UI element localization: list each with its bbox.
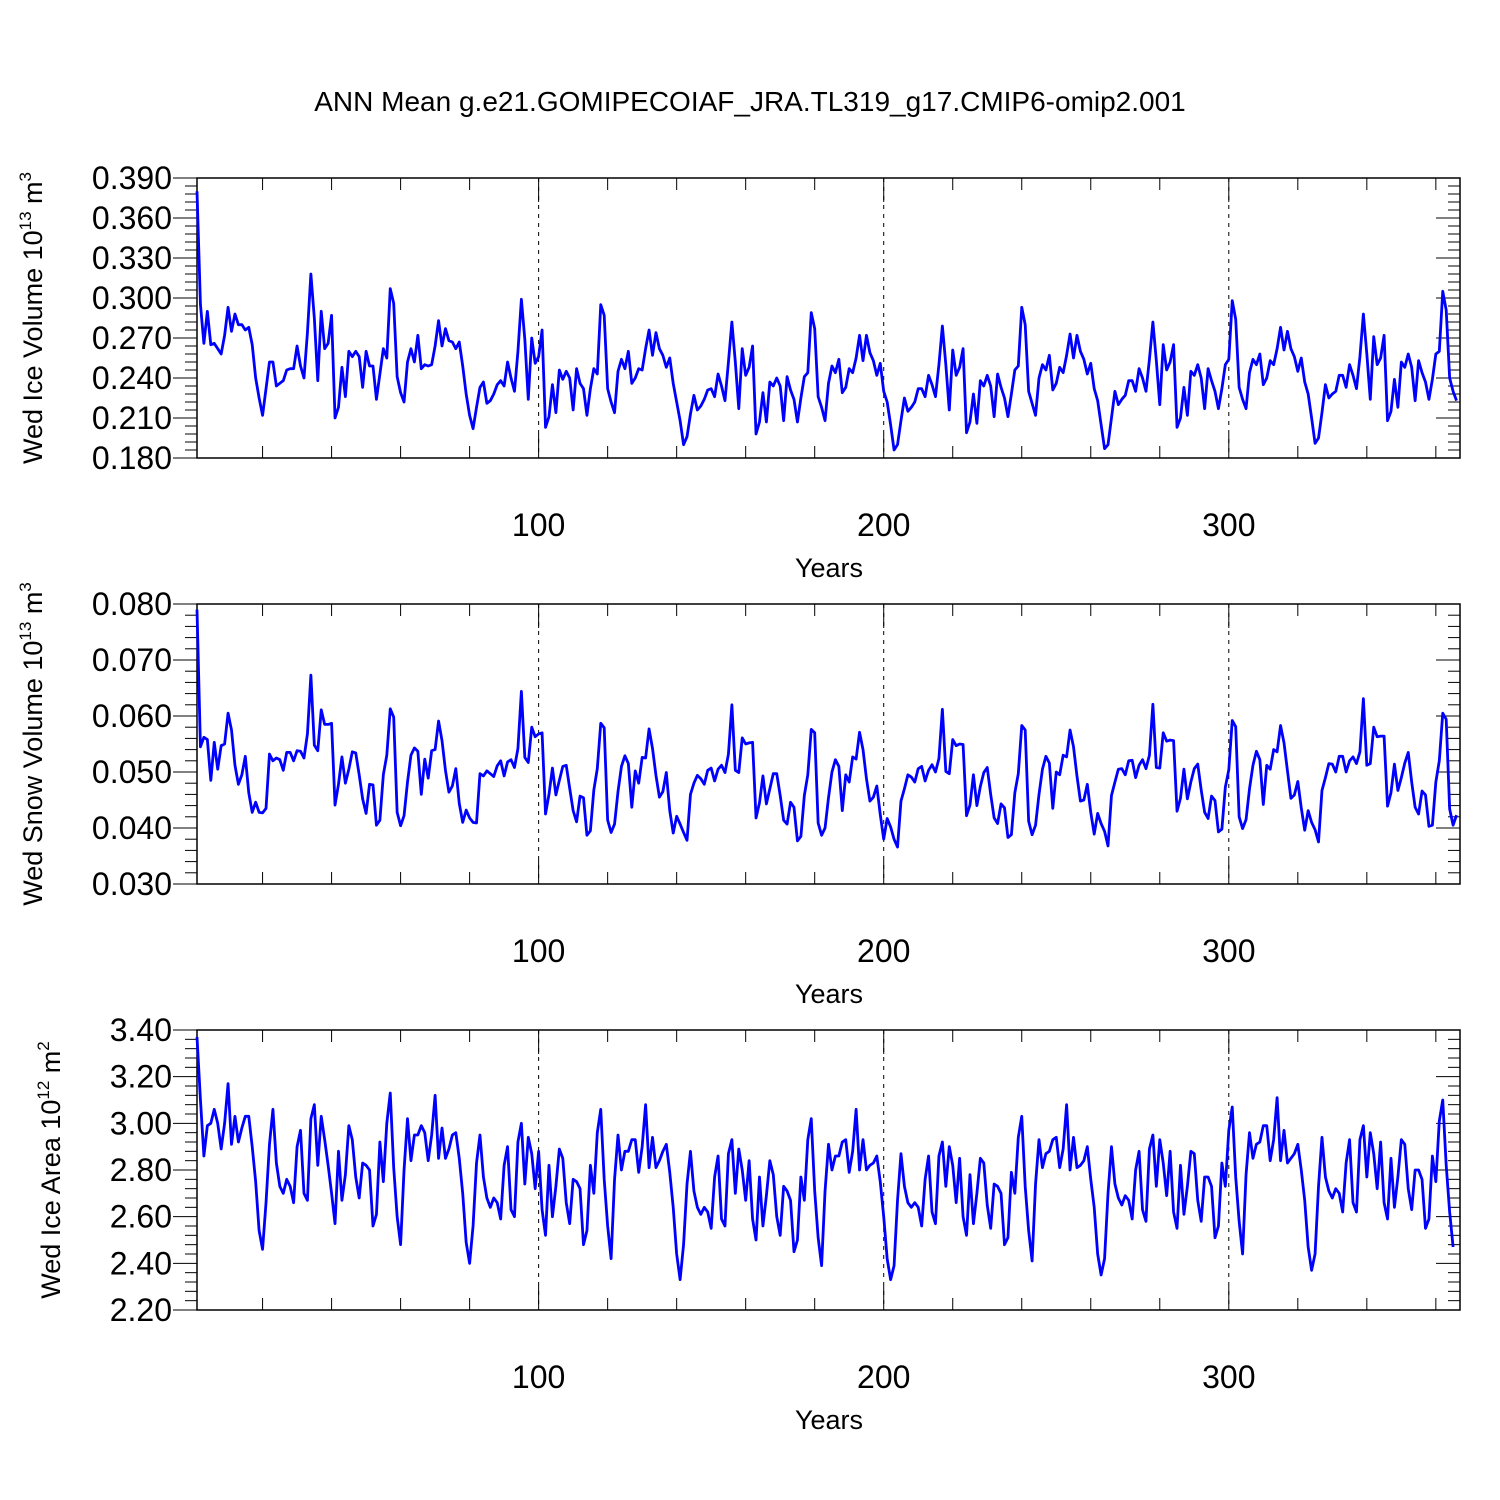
y-tick-label: 0.240 — [92, 360, 172, 396]
plot-frame — [196, 1029, 1461, 1311]
y-tick-label: 0.180 — [92, 440, 172, 476]
y-tick-label: 0.030 — [92, 866, 172, 902]
y-tick-label: 0.080 — [92, 586, 172, 622]
y-axis-label-text: Wed Ice Area 10 — [36, 1100, 66, 1299]
x-axis-label: Years — [795, 1405, 863, 1435]
y-axis-label-unit: m — [18, 592, 48, 622]
chart-panel-1: 0.180 0.210 0.240 0.270 0.300 0.330 0.360 0.390… — [16, 160, 1461, 583]
x-tick-label: 200 — [857, 933, 910, 969]
x-tick-label: 100 — [512, 933, 565, 969]
y-axis-label-unit-exponent: 2 — [34, 1041, 53, 1050]
x-tick-label: 200 — [857, 1359, 910, 1395]
y-tick-label: 0.360 — [92, 200, 172, 236]
series-line — [195, 191, 1458, 452]
y-axis-label-unit: m — [36, 1051, 66, 1081]
y-tick-label: 0.210 — [92, 400, 172, 436]
y-tick-label: 3.20 — [110, 1059, 172, 1095]
x-axis-label: Years — [795, 979, 863, 1009]
y-tick-label: 0.390 — [92, 160, 172, 196]
y-tick-label: 0.050 — [92, 754, 172, 790]
chart-panel-3: 2.20 2.40 2.60 2.80 3.00 3.20 3.40 100 200 300 Yea… — [34, 1012, 1461, 1435]
y-tick-label: 0.040 — [92, 810, 172, 846]
y-tick-label: 0.070 — [92, 642, 172, 678]
y-tick-label: 3.00 — [110, 1105, 172, 1141]
y-axis-label-exponent: 13 — [16, 622, 35, 641]
y-axis-label: Wed Ice Area 1012 m2 — [34, 1041, 66, 1299]
y-axis-label-exponent: 13 — [16, 211, 35, 230]
x-tick-label: 100 — [512, 507, 565, 543]
y-axis-label: Wed Ice Volume 1013 m3 — [16, 172, 48, 464]
y-tick-label: 2.20 — [110, 1292, 172, 1328]
y-axis-label-unit-exponent: 3 — [16, 582, 35, 591]
plot-frame — [196, 603, 1461, 885]
y-tick-label: 0.300 — [92, 280, 172, 316]
y-tick-label: 2.40 — [110, 1245, 172, 1281]
y-tick-label: 3.40 — [110, 1012, 172, 1048]
y-tick-label: 2.80 — [110, 1152, 172, 1188]
y-tick-label: 0.060 — [92, 698, 172, 734]
y-axis-label-text: Wed Ice Volume 10 — [18, 230, 48, 464]
y-tick-label: 2.60 — [110, 1199, 172, 1235]
y-tick-label: 0.270 — [92, 320, 172, 356]
y-axis-label-text: Wed Snow Volume 10 — [18, 641, 48, 906]
chart-panel-2: 0.030 0.040 0.050 0.060 0.070 0.080 100 200 300 Y… — [16, 582, 1461, 1009]
x-tick-label: 200 — [857, 507, 910, 543]
y-axis-label-unit: m — [18, 181, 48, 211]
x-tick-label: 100 — [512, 1359, 565, 1395]
figure-title: ANN Mean g.e21.GOMIPECOIAF_JRA.TL319_g17… — [314, 86, 1186, 117]
y-axis-label-exponent: 12 — [34, 1081, 53, 1100]
series-line — [195, 609, 1458, 849]
x-tick-label: 300 — [1202, 1359, 1255, 1395]
y-axis-label-unit-exponent: 3 — [16, 172, 35, 181]
plot-frame — [196, 177, 1461, 459]
y-axis-label: Wed Snow Volume 1013 m3 — [16, 582, 48, 906]
y-tick-label: 0.330 — [92, 240, 172, 276]
series-line — [195, 1036, 1455, 1282]
x-tick-label: 300 — [1202, 933, 1255, 969]
x-tick-label: 300 — [1202, 507, 1255, 543]
x-axis-label: Years — [795, 553, 863, 583]
